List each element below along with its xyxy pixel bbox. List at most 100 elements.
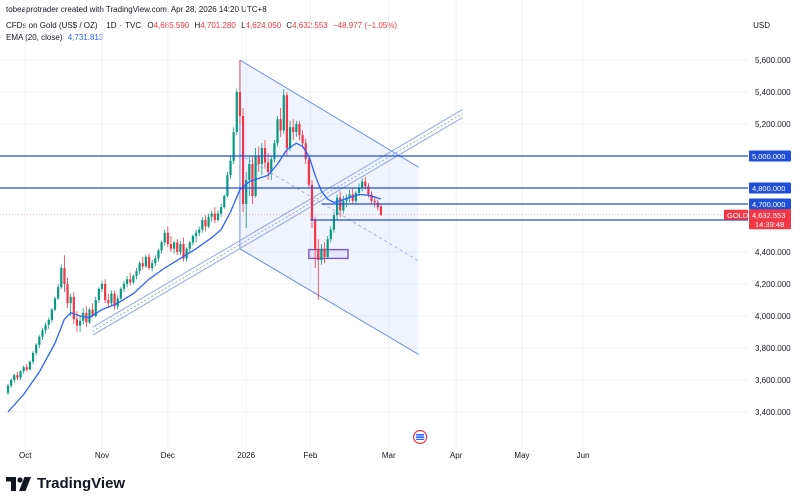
candle [292,119,295,140]
level-price-tag[interactable] [749,198,791,210]
trendline-upper[interactable] [92,109,463,328]
candle [241,108,245,212]
channel-upper-line[interactable] [239,59,419,168]
candle [232,127,235,164]
tradingview-logo[interactable]: TradingView [6,475,125,492]
candle [282,88,285,134]
candle-body [254,156,257,196]
indicator-legend[interactable]: EMA (20, close) 4,731.813 [6,33,103,42]
candle [226,172,229,198]
candle-body [373,200,376,203]
candle [138,261,141,275]
candle [361,178,364,192]
candle-body [295,124,298,132]
candle-body [60,268,63,288]
candle [263,140,267,169]
candle [19,370,22,380]
price-axis[interactable]: 5,600.000 5,400.000 5,200.000 4,000.000 3,80… [755,56,791,417]
candle [326,236,329,259]
y-tick-label: 3,600.000 [755,376,791,385]
candle [379,203,383,217]
candle-body [267,162,270,172]
candle [122,280,126,292]
high-value: 4,701.280 [200,21,236,30]
candle [132,274,135,284]
candle-body [285,95,289,148]
y-tick-label: 3,400.000 [755,408,791,417]
candle-body [160,242,163,251]
candle-body [38,336,41,345]
candle-body [91,309,94,316]
candle-body [201,220,204,230]
candle [194,229,198,243]
candle [220,204,223,217]
candle [88,308,91,324]
candle-body [173,242,176,249]
candle [116,295,119,310]
symbol-tag[interactable] [724,209,748,220]
symbol-name[interactable]: CFDs on Gold (US$ / OZ) [6,21,98,30]
candle-body [292,127,295,132]
candle-body [47,320,50,325]
levels-layer[interactable]: 5,000.0004,800.0004,700.0004,600.000GOLD… [0,150,791,230]
candle [125,276,129,288]
candle [38,335,41,348]
currency-label[interactable]: USD [753,21,770,30]
candle-body [235,92,238,132]
candle-body [220,207,223,214]
candle [288,120,292,152]
candle [179,240,182,256]
candle [198,226,201,236]
candle [210,210,213,222]
candle [144,255,147,268]
candle [213,207,216,224]
timeframe-label[interactable]: 1D [106,21,117,30]
trendline-lower[interactable] [92,117,463,336]
candle [135,268,138,280]
level-price-tag[interactable] [749,182,791,194]
trendline-mid[interactable] [92,113,463,332]
candle-body [216,213,220,220]
candle [47,317,50,329]
candle [97,287,100,304]
close-label: C [286,21,293,30]
candle-body [185,248,188,259]
candle [176,239,179,256]
last-price-tag[interactable] [749,209,791,230]
candle-body [122,284,126,289]
time-axis[interactable]: Oct Nov Dec 2026 Feb Mar Apr May Jun [19,451,590,460]
y-tick-label: 3,800.000 [755,344,791,353]
candle-body [351,194,354,201]
candle [6,384,10,396]
candle-body [288,127,292,148]
x-tick-label: Feb [304,451,318,460]
candle-body [354,192,357,201]
candle-body [263,148,267,163]
candle [191,234,195,246]
candle-body [141,263,144,267]
candle [276,116,279,147]
candle [216,210,220,222]
y-tick-label: 5,200.000 [755,120,791,129]
drawings-layer[interactable] [92,59,463,355]
candle-body [332,215,336,230]
channel-lower-line[interactable] [239,248,419,355]
symbol-legend[interactable]: CFDs on Gold (US$ / OZ)·1D·TVC O4,685.59… [6,21,397,30]
level-price-tag[interactable] [749,150,791,162]
candle-body [100,284,104,289]
symbol-tag-label: GOLD [727,211,749,220]
candle [63,255,66,292]
change-value: −48.977 (−1.05%) [332,21,397,30]
low-label: L [241,21,246,30]
x-tick-label: Dec [161,451,175,460]
candle [248,156,251,196]
indicator-label[interactable]: EMA (20, close) [6,33,63,42]
candle [35,343,38,356]
candle-body [223,196,226,208]
calendar-event-icon[interactable] [413,429,428,445]
candle-body [361,181,364,188]
candle-body [226,175,229,196]
candle-body [379,206,383,215]
candle [104,279,107,304]
